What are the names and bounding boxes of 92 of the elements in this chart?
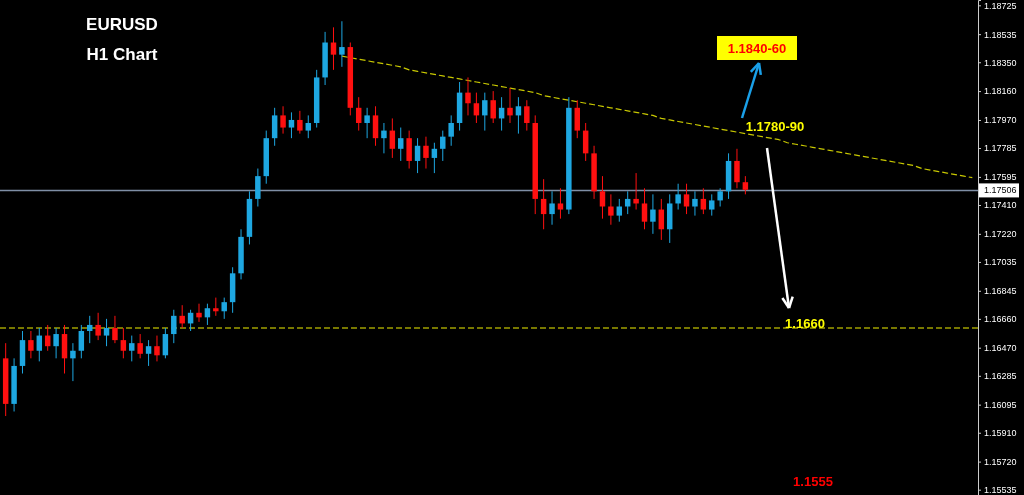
annotation: 1.1780-90 <box>745 119 805 134</box>
y-tick-label: 1.16660 <box>984 314 1017 325</box>
candlestick <box>414 137 421 174</box>
y-tick-label: 1.18160 <box>984 86 1017 97</box>
candlestick <box>557 187 564 220</box>
candlestick <box>87 315 93 344</box>
candlestick <box>616 198 623 223</box>
candlestick <box>524 99 530 132</box>
candlestick <box>70 342 76 382</box>
candlestick <box>355 96 362 132</box>
ref-line-label: 1.17506 <box>984 185 1017 196</box>
candlestick <box>742 175 749 195</box>
candlestick <box>196 303 202 323</box>
candlestick <box>120 327 127 359</box>
candlestick <box>103 318 110 347</box>
candlestick <box>507 87 513 124</box>
y-tick-label: 1.17970 <box>984 115 1017 126</box>
candlestick <box>465 76 471 116</box>
candlestick <box>221 297 227 320</box>
candlestick <box>162 327 169 359</box>
candlestick <box>271 107 278 147</box>
y-tick-label: 1.17595 <box>984 172 1017 183</box>
y-tick-label: 1.17220 <box>984 229 1017 240</box>
y-tick-label: 1.18535 <box>984 29 1017 40</box>
candlestick <box>129 335 135 362</box>
candlestick <box>482 92 488 132</box>
candlestick <box>145 339 152 367</box>
annotation: 1.1555 <box>793 474 833 489</box>
candlestick <box>650 193 656 235</box>
candlestick <box>36 327 43 362</box>
y-tick-label: 1.17035 <box>984 257 1017 268</box>
candlestick <box>692 190 698 217</box>
candlestick <box>549 190 555 226</box>
candlestick <box>179 304 185 329</box>
candlestick <box>709 193 715 217</box>
candlestick <box>280 105 286 135</box>
y-tick-label: 1.18350 <box>984 57 1017 68</box>
candlestick <box>154 335 160 362</box>
annotation: 1.1660 <box>785 316 825 331</box>
y-tick-label: 1.15910 <box>984 428 1017 439</box>
candlestick <box>339 20 345 68</box>
text: H1 Chart <box>86 45 158 64</box>
candlestick <box>255 168 261 207</box>
candlestick <box>490 90 496 124</box>
candlestick <box>305 114 312 139</box>
candlestick <box>448 114 454 147</box>
y-tick-label: 1.16845 <box>984 286 1017 297</box>
candlestick <box>423 136 429 170</box>
candlestick <box>574 99 580 139</box>
candlestick <box>53 327 59 359</box>
candlestick <box>288 111 295 139</box>
y-tick-label: 1.15720 <box>984 456 1017 467</box>
candlestick <box>608 193 614 226</box>
candlestick <box>700 187 707 215</box>
candlestick <box>95 312 101 341</box>
y-tick-label: 1.16470 <box>984 343 1017 354</box>
candlestick <box>28 330 34 359</box>
y-tick-label: 1.17410 <box>984 200 1017 211</box>
candlestick <box>641 187 648 230</box>
candlestick <box>683 183 690 215</box>
candlestick <box>599 175 606 220</box>
y-tick-label: 1.16285 <box>984 371 1017 382</box>
candlestick <box>171 309 177 344</box>
candlestick <box>734 148 740 189</box>
candlestick <box>137 333 143 359</box>
candlestick <box>717 187 723 207</box>
candlestick <box>112 315 118 344</box>
candlestick <box>431 142 438 174</box>
candlestick <box>633 172 639 211</box>
y-tick-label: 1.15535 <box>984 485 1017 495</box>
y-tick-label: 1.16095 <box>984 400 1017 411</box>
candlestick <box>675 183 681 211</box>
y-tick-label: 1.18725 <box>984 0 1017 11</box>
candlestick <box>389 117 396 159</box>
candlestick <box>440 130 446 162</box>
candlestick <box>406 130 412 170</box>
candlestick <box>330 26 337 71</box>
y-tick-label: 1.17785 <box>984 143 1017 154</box>
candlestick <box>515 96 522 135</box>
candlestick <box>372 105 379 147</box>
candlestick <box>364 107 370 139</box>
candlestick <box>78 324 85 359</box>
candlestick <box>624 190 631 215</box>
candlestick <box>297 110 303 135</box>
annotation: 1.1840-60 <box>727 41 787 56</box>
candlestick <box>398 127 404 162</box>
candlestick <box>540 178 547 230</box>
candlestick <box>213 297 219 317</box>
candlestick <box>473 92 480 124</box>
text: EURUSD <box>86 15 158 34</box>
candlestick <box>381 122 387 154</box>
candlestick <box>204 303 211 326</box>
